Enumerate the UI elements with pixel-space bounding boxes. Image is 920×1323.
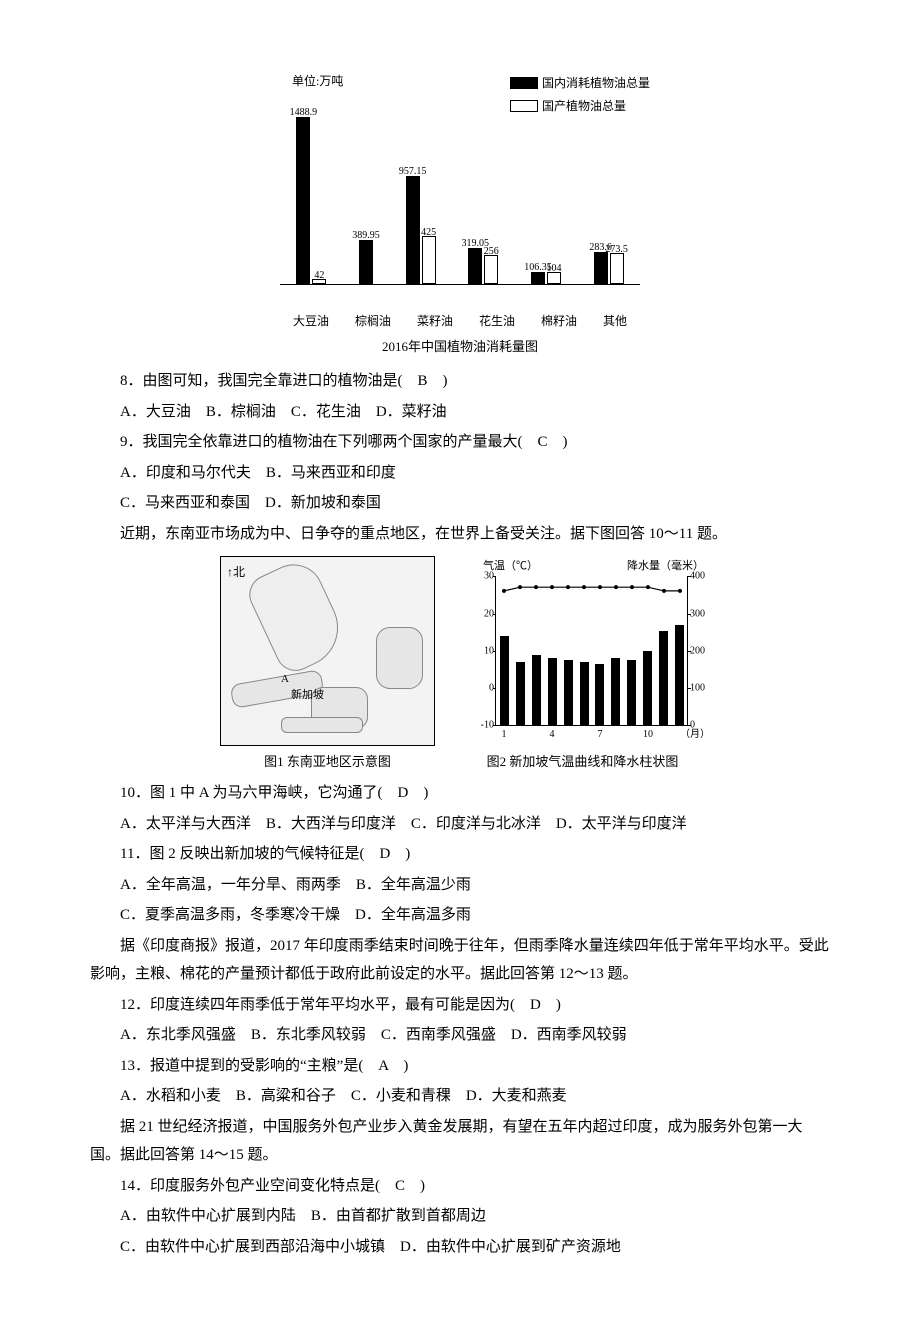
climate-figure: 气温（℃） 降水量（毫米） （月） 3020100-10400300200100… [465,556,700,775]
bar-plot-area: 1488.942389.95957.15425319.05256106.3510… [280,104,640,285]
q8-stem: 8．由图可知，我国完全靠进口的植物油是( B ) [90,367,830,396]
map-philippines [376,627,423,689]
map-box: ↑北 A 新加坡 [220,556,435,746]
north-arrow: ↑北 [227,561,245,584]
q8-choices: A．大豆油 B．棕榈油 C．花生油 D．菜籽油 [90,398,830,427]
q11-stem: 11．图 2 反映出新加坡的气候特征是( D ) [90,840,830,869]
figure-row: ↑北 A 新加坡 图1 东南亚地区示意图 气温（℃） 降水量（毫米） （月） 3… [90,556,830,775]
q10-choices: A．太平洋与大西洋 B．大西洋与印度洋 C．印度洋与北冰洋 D．太平洋与印度洋 [90,810,830,839]
q11-choices-line1: A．全年高温，一年分旱、雨两季 B．全年高温少雨 [90,871,830,900]
map-caption: 图1 东南亚地区示意图 [220,750,435,775]
climate-x-unit: （月） [680,725,710,744]
q9-stem: 9．我国完全依靠进口的植物油在下列哪两个国家的产量最大( C ) [90,428,830,457]
q9-choices-line2: C．马来西亚和泰国 D．新加坡和泰国 [90,489,830,518]
map-java [281,717,363,733]
bar-x-labels: 大豆油棕榈油菜籽油花生油棉籽油其他 [280,310,640,333]
map-label-singapore: 新加坡 [291,685,324,706]
q10-stem: 10．图 1 中 A 为马六甲海峡，它沟通了( D ) [90,779,830,808]
map-mainland [243,556,351,677]
q12-choices: A．东北季风强盛 B．东北季风较弱 C．西南季风强盛 D．西南季风较弱 [90,1021,830,1050]
map-figure: ↑北 A 新加坡 图1 东南亚地区示意图 [220,556,435,775]
climate-temp-line [496,576,688,725]
q14-choices-line2: C．由软件中心扩展到西部沿海中小城镇 D．由软件中心扩展到矿产资源地 [90,1233,830,1262]
climate-caption: 图2 新加坡气温曲线和降水柱状图 [465,750,700,775]
legend-swatch-black [510,77,538,89]
chart-unit-label: 单位:万吨 [292,70,343,93]
q13-choices: A．水稻和小麦 B．高粱和谷子 C．小麦和青稞 D．大麦和燕麦 [90,1082,830,1111]
q14-stem: 14．印度服务外包产业空间变化特点是( C ) [90,1172,830,1201]
q11-choices-line2: C．夏季高温多雨，冬季寒冷干燥 D．全年高温多雨 [90,901,830,930]
climate-plot: （月） 3020100-10400300200100014710 [495,576,688,726]
q14-choices-line1: A．由软件中心扩展到内陆 B．由首都扩散到首都周边 [90,1202,830,1231]
q13-stem: 13．报道中提到的受影响的“主粮”是( A ) [90,1052,830,1081]
bar-chart-title: 2016年中国植物油消耗量图 [280,335,640,360]
passage-12-13: 据《印度商报》报道，2017 年印度雨季结束时间晚于往年，但雨季降水量连续四年低… [90,932,830,989]
passage-14-15: 据 21 世纪经济报道，中国服务外包产业步入黄金发展期，有望在五年内超过印度，成… [90,1113,830,1170]
passage-10-11: 近期，东南亚市场成为中、日争夺的重点地区，在世界上备受关注。据下图回答 10～1… [90,520,830,549]
q12-stem: 12．印度连续四年雨季低于常年平均水平，最有可能是因为( D ) [90,991,830,1020]
q9-choices-line1: A．印度和马尔代夫 B．马来西亚和印度 [90,459,830,488]
map-label-a: A [281,669,289,690]
legend-label-0: 国内消耗植物油总量 [542,72,650,95]
oil-bar-chart: 单位:万吨 国内消耗植物油总量 国产植物油总量 1488.942389.9595… [280,80,640,359]
